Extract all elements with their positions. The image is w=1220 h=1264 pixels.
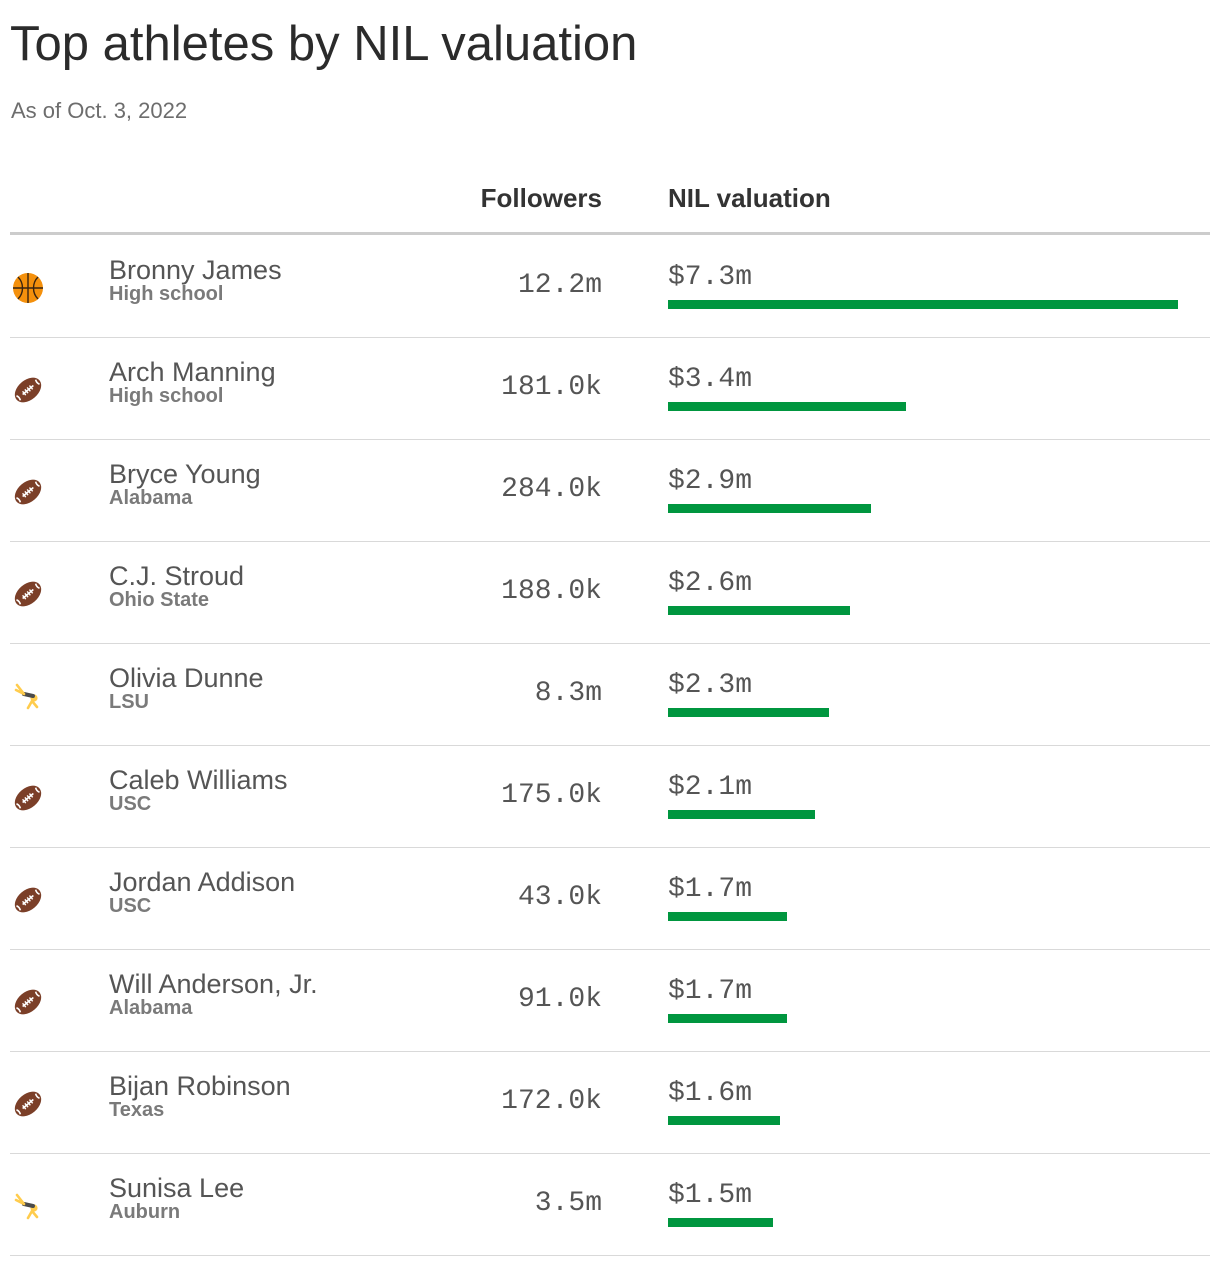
athlete-name: Jordan Addison [109,867,296,897]
athlete-name: Will Anderson, Jr. [109,969,318,999]
football-icon [14,887,42,913]
valuation-label: $3.4m [668,364,753,395]
valuation-bar [668,912,787,921]
athlete-school: USC [109,793,152,815]
table-row: Bryce Young Alabama 284.0k $2.9m [10,440,1210,542]
nil-valuation-column-header: NIL valuation [668,183,831,213]
table-row: Jordan Addison USC 43.0k $1.7m [10,848,1210,950]
athlete-school: LSU [109,691,149,713]
football-icon [14,581,42,607]
follower-count: 175.0k [501,780,602,811]
football-icon [14,377,42,403]
table-row: C.J. Stroud Ohio State 188.0k $2.6m [10,542,1210,644]
football-icon [14,989,42,1015]
athlete-school: Ohio State [109,589,210,611]
valuation-bar [668,708,829,717]
athlete-name: Bryce Young [109,459,261,489]
row-divider [10,541,1210,542]
valuation-label: $7.3m [668,262,753,293]
follower-count: 188.0k [501,576,602,607]
valuation-bar [668,1218,773,1227]
valuation-label: $2.3m [668,670,753,701]
table-row: Olivia Dunne LSU 8.3m $2.3m [10,644,1210,746]
table-row: Bijan Robinson Texas 172.0k $1.6m [10,1052,1210,1154]
follower-count: 91.0k [517,984,602,1015]
athlete-school: USC [109,895,152,917]
athlete-name: Bijan Robinson [109,1071,291,1101]
athlete-school: High school [109,385,224,407]
row-divider [10,337,1210,338]
athlete-school: Texas [109,1099,165,1121]
valuation-label: $2.6m [668,568,753,599]
row-divider [10,949,1210,950]
valuation-bar [668,1116,780,1125]
valuation-bar [668,1014,787,1023]
follower-count: 43.0k [517,882,602,913]
athlete-school: Alabama [109,487,193,509]
row-divider [10,439,1210,440]
valuation-label: $1.7m [668,874,753,905]
basketball-icon [13,273,43,303]
athlete-school: High school [109,283,224,305]
header-divider [10,232,1210,235]
valuation-label: $2.1m [668,772,753,803]
follower-count: 181.0k [501,372,602,403]
row-divider [10,847,1210,848]
row-divider [10,643,1210,644]
valuation-bar [668,810,815,819]
row-divider [10,1153,1210,1154]
table-row: Will Anderson, Jr. Alabama 91.0k $1.7m [10,950,1210,1052]
follower-count: 12.2m [517,270,602,301]
gymnast-icon [14,1193,39,1220]
table-row: Arch Manning High school 181.0k $3.4m [10,338,1210,440]
chart-subtitle: As of Oct. 3, 2022 [11,98,188,123]
athlete-name: Olivia Dunne [109,663,264,693]
valuation-label: $1.7m [668,976,753,1007]
valuation-bar [668,504,871,513]
athlete-school: Auburn [109,1201,181,1223]
athlete-name: Caleb Williams [109,765,288,795]
row-divider [10,745,1210,746]
table-row: Caleb Williams USC 175.0k $2.1m [10,746,1210,848]
follower-count: 284.0k [501,474,602,505]
athlete-name: Sunisa Lee [109,1173,245,1203]
row-divider [10,1051,1210,1052]
gymnast-icon [14,683,39,710]
football-icon [14,479,42,505]
table-row: Sunisa Lee Auburn 3.5m $1.5m [10,1154,1210,1256]
follower-count: 172.0k [501,1086,602,1117]
table-row: Bronny James High school 12.2m $7.3m [10,236,1210,338]
valuation-bar [668,300,1178,309]
valuation-bar [668,606,850,615]
valuation-label: $1.6m [668,1078,753,1109]
follower-count: 3.5m [534,1188,602,1219]
followers-column-header: Followers [480,183,602,213]
athlete-name: Bronny James [109,255,282,285]
athlete-name: C.J. Stroud [109,561,245,591]
football-icon [14,785,42,811]
valuation-bar [668,402,906,411]
valuation-label: $1.5m [668,1180,753,1211]
row-divider [10,1255,1210,1256]
athlete-name: Arch Manning [109,357,276,387]
follower-count: 8.3m [534,678,602,709]
chart-title: Top athletes by NIL valuation [10,17,638,71]
athlete-school: Alabama [109,997,193,1019]
football-icon [14,1091,42,1117]
valuation-label: $2.9m [668,466,753,497]
